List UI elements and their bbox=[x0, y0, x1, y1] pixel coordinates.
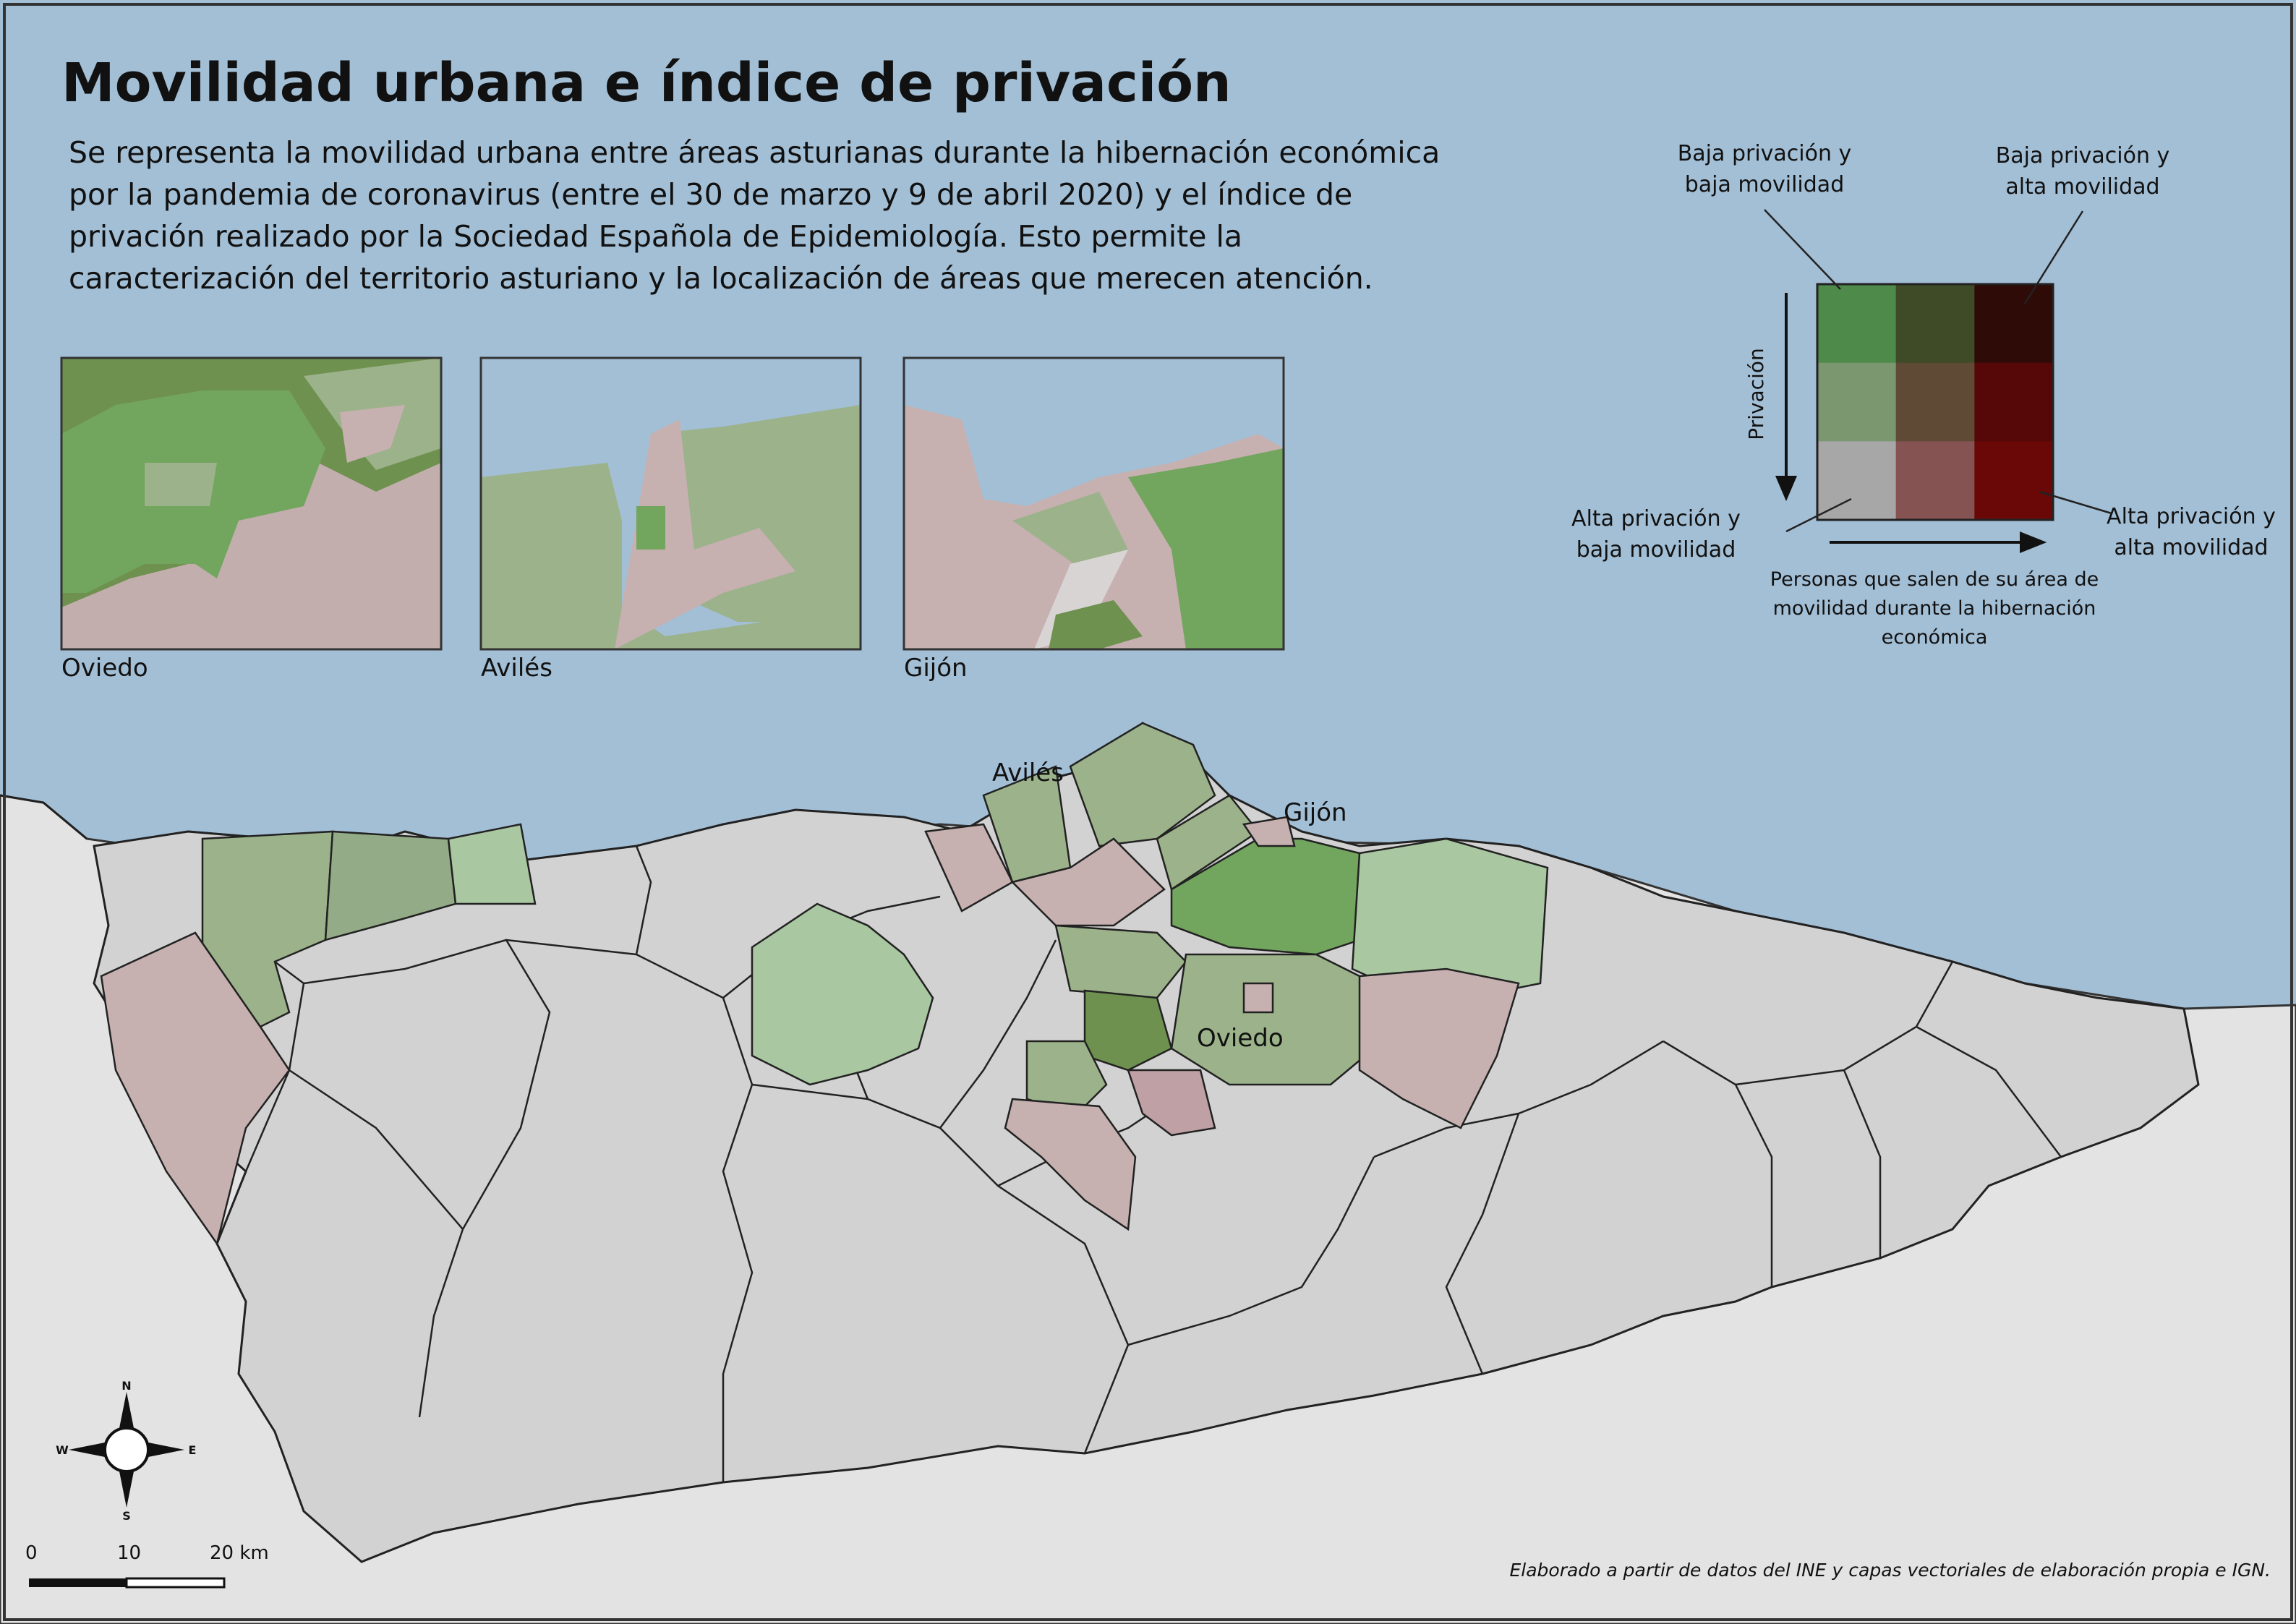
inset-gijon: Gijón bbox=[902, 356, 1285, 683]
legend-top-right-1: Baja privación y bbox=[1996, 143, 2170, 168]
compass-w: W bbox=[56, 1443, 69, 1457]
map-title: Movilidad urbana e índice de privación bbox=[61, 52, 1232, 114]
description-line-1: Se representa la movilidad urbana entre … bbox=[69, 135, 1440, 170]
legend-top-right-2: alta movilidad bbox=[2005, 174, 2159, 200]
legend-bottom-left-2: baja movilidad bbox=[1576, 537, 1736, 563]
legend-cell-r0-c1 bbox=[1895, 284, 1975, 364]
legend-top-left-2: baja movilidad bbox=[1685, 172, 1845, 197]
legend-grid bbox=[1817, 284, 2054, 521]
poster-frame bbox=[3, 3, 2293, 1621]
north-arrow-icon: N S E W bbox=[56, 1379, 196, 1523]
inset-label-aviles: Avilés bbox=[481, 654, 552, 683]
city-label-oviedo: Oviedo bbox=[1197, 1024, 1284, 1053]
legend-cell-r1-c2 bbox=[1974, 362, 2054, 442]
legend-bottom-right-2: alta movilidad bbox=[2114, 535, 2268, 560]
description-line-4: caracterización del territorio asturiano… bbox=[69, 261, 1373, 296]
legend-top-left-1: Baja privación y bbox=[1678, 141, 1852, 166]
city-label-gijon: Gijón bbox=[1284, 798, 1347, 827]
inset-aviles: Avilés bbox=[479, 356, 862, 683]
legend-y-axis: Privación bbox=[1744, 348, 1768, 440]
legend-bottom-left-1: Alta privación y bbox=[1571, 506, 1741, 531]
legend-x-axis-3: económica bbox=[1882, 626, 1988, 649]
legend-cell-r1-c1 bbox=[1895, 362, 1975, 442]
colored-municipalities bbox=[100, 722, 1549, 1246]
legend-cell-r2-c2 bbox=[1974, 441, 2054, 521]
legend-x-axis-2: movilidad durante la hibernación bbox=[1773, 597, 2096, 620]
legend-bottom-right-1: Alta privación y bbox=[2107, 504, 2276, 529]
legend-cell-r0-c2 bbox=[1974, 284, 2054, 364]
legend-x-axis-1: Personas que salen de su área de bbox=[1770, 568, 2099, 591]
description-line-2: por la pandemia de coronavirus (entre el… bbox=[69, 177, 1352, 212]
city-label-aviles: Avilés bbox=[992, 758, 1064, 787]
asturias-region bbox=[93, 722, 2200, 1563]
legend-cell-r1-c0 bbox=[1817, 362, 1897, 442]
inset-oviedo: Oviedo bbox=[60, 356, 443, 683]
inset-label-gijon: Gijón bbox=[904, 654, 968, 683]
compass-s: S bbox=[122, 1509, 131, 1523]
scale-tick-10: 10 bbox=[117, 1542, 141, 1564]
scale-tick-0: 0 bbox=[25, 1542, 38, 1564]
scale-tick-20: 20 km bbox=[210, 1542, 269, 1564]
compass-n: N bbox=[121, 1379, 131, 1393]
legend-cell-r2-c1 bbox=[1895, 441, 1975, 521]
compass-e: E bbox=[189, 1443, 197, 1457]
description: Se representa la movilidad urbana entre … bbox=[69, 135, 1440, 296]
legend-cell-r2-c0 bbox=[1817, 441, 1897, 521]
description-line-3: privación realizado por la Sociedad Espa… bbox=[69, 219, 1242, 254]
credit-text: Elaborado a partir de datos del INE y ca… bbox=[1509, 1560, 2271, 1581]
city-labels: Avilés Gijón Oviedo bbox=[992, 758, 1347, 1053]
bivariate-legend: Baja privación y baja movilidad Baja pri… bbox=[1571, 141, 2276, 649]
inset-label-oviedo: Oviedo bbox=[61, 654, 148, 683]
scale-bar: 0 10 20 km bbox=[25, 1542, 269, 1589]
legend-cell-r0-c0 bbox=[1817, 284, 1897, 364]
coastline bbox=[0, 794, 88, 840]
